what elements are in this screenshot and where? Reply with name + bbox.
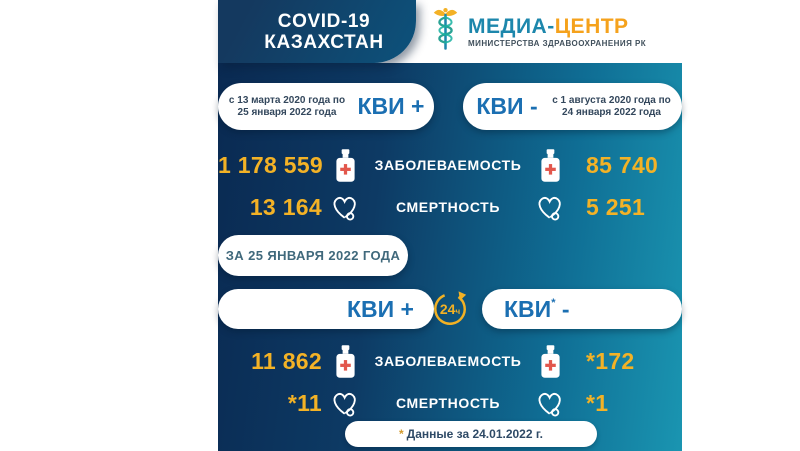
logo-subtitle: МИНИСТЕРСТВА ЗДРАВООХРАНЕНИЯ РК [468,38,647,48]
caduceus-icon [432,5,459,58]
kvi-minus-label: КВИ - [476,93,538,119]
24h-cycle-icon: 24 ч [431,290,469,328]
daily-deaths-kvi-minus: *1 [586,389,609,416]
media-center-logo: МЕДИА-ЦЕНТР МИНИСТЕРСТВА ЗДРАВООХРАНЕНИЯ… [416,0,682,63]
covid-title-line1: COVID-19 [277,10,371,32]
kvi-plus-period-line1: с 13 марта 2020 года по [228,94,346,106]
daily-date-banner: ЗА 25 ЯНВАРЯ 2022 ГОДА [218,235,408,276]
heart-stethoscope-icon [322,389,368,418]
daily-kvi-minus-label: КВИ* - [504,296,570,323]
daily-deaths-kvi-plus: *11 [287,389,322,416]
daily-kvi-minus-pill: КВИ* - [482,289,682,329]
cumulative-deaths-kvi-minus: 5 251 [586,193,646,220]
daily-cases-kvi-minus: *172 [586,347,635,374]
deaths-label: СМЕРТНОСТЬ [395,395,500,411]
covid-title-tab: COVID-19 КАЗАХСТАН [218,0,416,63]
kvi-minus-period-line1: с 1 августа 2020 года по [552,94,671,106]
heart-stethoscope-icon [528,193,572,222]
logo-name-accent: ЦЕНТР [554,14,629,38]
logo-name-primary: МЕДИА- [468,14,555,38]
daily-kvi-plus-pill: КВИ + [218,289,434,329]
footnote-pill: * Данные за 24.01.2022 г. [345,421,597,447]
kvi-minus-period-line2: 24 января 2022 года [562,106,661,118]
kvi-plus-period-line2: 25 января 2022 года [237,106,337,118]
kvi-minus-period-pill: КВИ - с 1 августа 2020 года по 24 января… [463,83,682,130]
kvi-minus-sign: - [561,295,570,322]
cumulative-cases-kvi-minus: 85 740 [586,151,659,178]
cases-label: ЗАБОЛЕВАЕМОСТЬ [374,353,522,369]
footnote-body: Данные за 24.01.2022 г. [406,427,543,441]
daily-deaths-row: *11 СМЕРТНОСТЬ *1 [218,383,682,423]
heart-stethoscope-icon [528,389,572,418]
kvi-minus-period: с 1 августа 2020 года по 24 января 2022 … [551,95,682,119]
cumulative-deaths-kvi-plus: 13 164 [249,193,322,220]
24h-value: 24 [439,301,456,317]
24h-badge-text: 24 ч [431,290,469,328]
footnote-asterisk: * [399,427,404,441]
footnote-text: * Данные за 24.01.2022 г. [399,427,543,441]
logo-name: МЕДИА-ЦЕНТР [468,14,646,38]
daily-kvi-plus-label: КВИ + [346,295,414,322]
kvi-minus-word: КВИ [504,295,552,322]
cumulative-deaths-row: 13 164 СМЕРТНОСТЬ 5 251 [218,187,682,227]
medicine-bottle-icon [322,148,368,182]
daily-date-text: ЗА 25 ЯНВАРЯ 2022 ГОДА [225,248,401,263]
content-block: COVID-19 КАЗАХСТАН МЕДИА-ЦЕНТР МИНИСТЕРС… [218,0,682,451]
kvi-plus-period-pill: с 13 марта 2020 года по 25 января 2022 г… [218,83,434,130]
kvi-plus-period: с 13 марта 2020 года по 25 января 2022 г… [218,95,348,119]
logo-text: МЕДИА-ЦЕНТР МИНИСТЕРСТВА ЗДРАВООХРАНЕНИЯ… [468,14,647,48]
kvi-plus-label: КВИ + [357,93,425,119]
kvi-minus-asterisk: * [551,296,556,309]
daily-cases-row: 11 862 ЗАБОЛЕВАЕМОСТЬ [218,341,682,381]
cumulative-cases-kvi-plus: 1 178 559 [218,151,324,178]
24h-unit: ч [455,306,461,316]
medicine-bottle-icon [322,344,368,378]
medicine-bottle-icon [528,344,572,378]
cases-label: ЗАБОЛЕВАЕМОСТЬ [374,157,522,173]
daily-cases-kvi-plus: 11 862 [251,347,322,374]
medicine-bottle-icon [528,148,572,182]
heart-stethoscope-icon [322,193,368,222]
covid-title-line2: КАЗАХСТАН [264,31,384,53]
deaths-label: СМЕРТНОСТЬ [395,199,500,215]
cumulative-cases-row: 1 178 559 ЗАБОЛЕВАЕМОСТЬ [218,145,682,185]
